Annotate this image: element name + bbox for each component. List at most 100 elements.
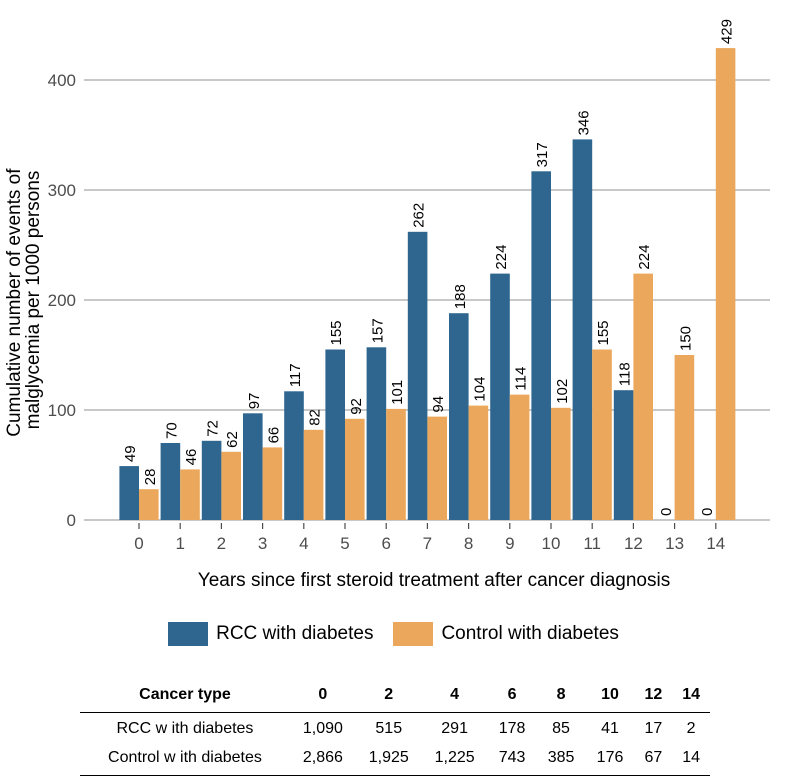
x-tick-label: 1 [175, 534, 184, 553]
bar [366, 347, 387, 520]
x-tick-label: 14 [706, 534, 725, 553]
bar-value-label: 82 [307, 409, 324, 426]
bar-value-label: 262 [411, 203, 428, 228]
bar-value-label: 94 [430, 396, 447, 413]
legend-label-control: Control with diabetes [441, 623, 619, 644]
y-axis-ticks: 0 100 200 300 400 [48, 71, 76, 530]
bar [490, 273, 510, 520]
table-cell: 515 [375, 720, 403, 737]
table-cell: 17 [644, 720, 663, 737]
bar [243, 413, 263, 520]
bar [284, 391, 304, 520]
bar [551, 407, 571, 520]
x-tick-label: 11 [583, 534, 601, 553]
table-row: Control w ith diabetes 2,866 1,925 1,225… [80, 742, 710, 776]
bar-value-label: 70 [163, 422, 180, 439]
legend-swatch-control [393, 622, 434, 646]
bar [468, 405, 489, 520]
table-cell: 1,925 [355, 742, 422, 776]
bar [201, 440, 222, 520]
table-cell: 291 [441, 720, 468, 737]
bar [180, 469, 200, 520]
bar [160, 443, 181, 520]
x-axis-ticks: 0 1 2 3 4 5 6 7 8 9 10 11 12 13 14 [134, 523, 725, 553]
x-tick-label: 0 [134, 534, 143, 553]
bar [509, 394, 530, 520]
bar [633, 273, 653, 520]
y-axis-label-line-1: Cumulative number of events of [4, 168, 25, 437]
bar-value-label: 114 [513, 367, 530, 391]
bar [325, 349, 345, 520]
bar [715, 48, 736, 520]
x-axis-label: Years since first steroid treatment afte… [198, 570, 670, 591]
table-cell: 67 [634, 742, 673, 776]
table-cell: RCC w ith diabetes [116, 720, 254, 737]
y-axis-label-line-2: malglycemia per 1000 persons [23, 171, 44, 430]
bar-value-label: 62 [224, 431, 241, 448]
bar [613, 390, 634, 520]
table-cell: 1,225 [421, 742, 488, 776]
y-tick-label: 100 [48, 401, 76, 420]
bar-value-label: 102 [554, 379, 571, 404]
bar-value-label: 0 [658, 508, 675, 516]
y-axis-label: Cumulative number of events of malglycem… [4, 163, 44, 437]
bar-value-label: 157 [369, 318, 386, 343]
table-header-cell: 12 [634, 680, 673, 713]
table-cell: 2 [686, 720, 696, 737]
bar-value-label: 317 [534, 142, 551, 167]
bar-value-label: 155 [328, 320, 345, 345]
bar [303, 429, 324, 520]
table-header-row: Cancer type 0 2 4 6 8 10 12 14 [80, 680, 710, 713]
legend-label-rcc: RCC with diabetes [216, 623, 374, 644]
table-header-cell: 14 [672, 680, 710, 713]
table-cell: 176 [585, 742, 635, 776]
table-header-cell: 6 [487, 680, 537, 713]
bar [407, 231, 428, 521]
table-header-cell: 0 [289, 680, 356, 713]
x-tick-label: 10 [542, 534, 561, 553]
bar-value-label: 92 [348, 398, 365, 415]
bar-value-label: 150 [677, 326, 694, 351]
bar-value-label: 224 [493, 245, 510, 270]
table-row: RCC w ith diabetes 1,090 515 291 178 85 … [80, 713, 710, 743]
legend-swatch-rcc [168, 622, 209, 646]
table-cell: 85 [552, 720, 570, 737]
x-tick-label: 12 [624, 534, 643, 553]
table-cell: 41 [601, 720, 619, 737]
bar-value-label: 28 [142, 469, 159, 486]
number-at-risk-table: Cancer type 0 2 4 6 8 10 12 14 RCC w ith… [80, 680, 710, 776]
x-tick-label: 4 [299, 534, 308, 553]
table-header-cell: 10 [585, 680, 635, 713]
bar [386, 408, 406, 520]
table-cell: 2,866 [289, 742, 356, 776]
bar [427, 416, 447, 520]
bar [449, 313, 469, 520]
table-header-cell: 2 [355, 680, 422, 713]
x-tick-label: 9 [505, 534, 514, 553]
bar-value-label: 429 [719, 19, 736, 44]
y-tick-label: 300 [48, 181, 76, 200]
bar-value-label: 97 [246, 393, 263, 410]
bar-value-label: 49 [122, 445, 139, 462]
x-tick-label: 7 [423, 534, 432, 553]
x-tick-label: 5 [340, 534, 349, 553]
bar [119, 466, 139, 520]
bar-value-label: 117 [287, 363, 304, 387]
bar-value-label: 155 [595, 320, 612, 345]
bar-value-label: 66 [265, 427, 282, 444]
bar-value-label: 346 [575, 110, 592, 135]
x-tick-label: 13 [665, 534, 684, 553]
legend: RCC with diabetes Control with diabetes [0, 622, 787, 646]
bar-value-label: 0 [699, 508, 716, 516]
table-cell: 14 [672, 742, 710, 776]
bar-value-label: 224 [636, 245, 653, 270]
bar-value-label: 72 [205, 420, 222, 437]
table-cell: 178 [498, 720, 526, 737]
bar [572, 139, 593, 520]
table-cell: 1,090 [302, 720, 343, 737]
bar-value-label: 188 [452, 284, 469, 309]
table-header-cell: 8 [536, 680, 586, 713]
bar [262, 447, 283, 520]
